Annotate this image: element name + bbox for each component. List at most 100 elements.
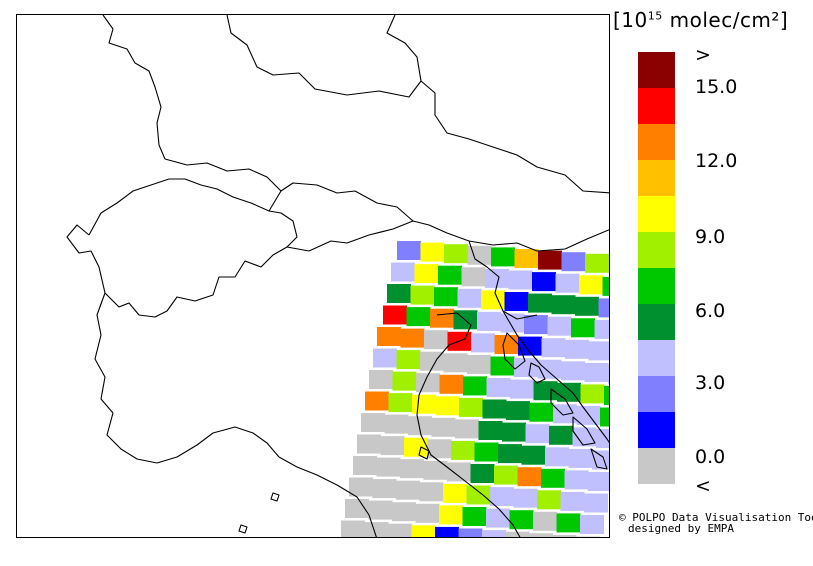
island-4 bbox=[590, 448, 608, 470]
swath-pixel bbox=[369, 370, 393, 389]
swath-pixel bbox=[419, 482, 444, 502]
border-austria-italy bbox=[286, 220, 609, 252]
swath-pixel bbox=[461, 267, 486, 287]
swath-pixel bbox=[576, 536, 600, 537]
swath-pixel bbox=[392, 502, 416, 522]
swath-pixel bbox=[462, 507, 487, 526]
legend-swatch-7.5-9 bbox=[638, 268, 675, 304]
legend-swatch-10.5-12 bbox=[638, 196, 675, 232]
swath-pixel bbox=[485, 268, 509, 288]
swath-pixel bbox=[397, 241, 421, 260]
border-slovenia bbox=[468, 240, 538, 320]
swath-pixel bbox=[415, 503, 440, 523]
legend-swatch-15-plus bbox=[638, 88, 675, 124]
swath-pixel bbox=[410, 285, 435, 305]
swath-pixel bbox=[584, 362, 609, 382]
swath-pixel bbox=[600, 407, 609, 427]
swath-pixel bbox=[560, 491, 585, 511]
swath-pixel bbox=[427, 439, 452, 459]
legend-label: 6.0 bbox=[695, 300, 726, 322]
swath-pixel bbox=[365, 391, 389, 411]
swath-pixel bbox=[598, 298, 609, 318]
swath-pixel bbox=[467, 245, 492, 265]
swath-pixel bbox=[361, 413, 385, 432]
swath-pixel bbox=[396, 480, 420, 500]
swath-pixel bbox=[345, 499, 369, 518]
swath-pixel bbox=[364, 522, 389, 537]
swath-pixel bbox=[400, 459, 424, 479]
legend-swatch-3-4.5 bbox=[638, 376, 675, 412]
swath-pixel bbox=[467, 354, 491, 374]
legend-swatch-below-range bbox=[638, 448, 675, 484]
legend-swatch-12-13.5 bbox=[638, 160, 675, 196]
swath-pixel bbox=[353, 456, 377, 475]
legend-label: < bbox=[695, 475, 711, 497]
swath-pixel bbox=[457, 288, 482, 308]
swath-pixel bbox=[537, 359, 562, 379]
swath-pixel bbox=[477, 311, 501, 331]
map-panel[interactable] bbox=[16, 14, 610, 538]
island-elba bbox=[418, 446, 430, 460]
swath-pixel bbox=[494, 335, 519, 354]
swath-pixel bbox=[525, 424, 550, 444]
swath-pixel bbox=[466, 485, 491, 505]
swath-pixel bbox=[482, 530, 506, 537]
italy-coast-adriatic bbox=[416, 312, 521, 537]
swath-pixel bbox=[547, 316, 572, 336]
swath-pixel bbox=[424, 330, 448, 350]
swath-pixel bbox=[514, 358, 538, 378]
swath-pixel bbox=[502, 422, 526, 442]
swath-pixel bbox=[529, 402, 554, 422]
legend-swatch-4.5-6 bbox=[638, 340, 675, 376]
map-canvas bbox=[66, 15, 609, 537]
swath-pixel bbox=[549, 425, 573, 445]
border-france-germany bbox=[102, 15, 166, 160]
swath-pixel bbox=[439, 505, 463, 525]
swath-pixel bbox=[447, 462, 471, 482]
swath-pixel bbox=[444, 244, 468, 264]
swath-pixel bbox=[400, 328, 425, 348]
credit-line-2: designed by EMPA bbox=[628, 522, 734, 535]
swath-pixel bbox=[537, 490, 561, 510]
swath-pixel bbox=[470, 464, 495, 483]
italy-coast-ligurian bbox=[156, 426, 280, 464]
color-legend bbox=[638, 52, 676, 484]
legend-label: 3.0 bbox=[695, 372, 726, 394]
border-france-italy bbox=[94, 292, 158, 464]
swath-pixel bbox=[602, 276, 609, 296]
swath-pixel bbox=[391, 262, 415, 282]
swath-pixel bbox=[392, 371, 417, 391]
swath-pixel bbox=[564, 470, 589, 490]
swath-pixel bbox=[545, 447, 569, 467]
swath-pixel bbox=[510, 379, 534, 399]
swath-pixel bbox=[513, 488, 538, 508]
border-germany-switzerland bbox=[164, 158, 282, 212]
swath-pixel bbox=[383, 305, 407, 325]
swath-pixel bbox=[565, 339, 589, 359]
swath-pixel bbox=[498, 444, 522, 464]
swath-pixel bbox=[373, 348, 397, 368]
swath-pixel bbox=[576, 405, 601, 425]
swath-pixel bbox=[561, 252, 586, 272]
swath-pixel bbox=[443, 353, 468, 373]
swath-pixel bbox=[435, 396, 460, 416]
swath-pixel bbox=[514, 249, 539, 268]
swath-pixel bbox=[349, 477, 373, 497]
swath-pixel bbox=[551, 295, 576, 315]
island-3 bbox=[572, 416, 596, 446]
swath-pixel bbox=[377, 327, 401, 346]
swath-pixel bbox=[412, 394, 436, 414]
swath-pixel bbox=[494, 465, 518, 485]
swath-pixel bbox=[384, 414, 409, 434]
credit-text: © POLPO Data Visualisation Tool designed… bbox=[619, 512, 813, 534]
swath-pixel bbox=[420, 351, 444, 371]
border-switzerland bbox=[66, 178, 298, 318]
swath-pixel bbox=[561, 361, 585, 381]
legend-swatch-1.5-3 bbox=[638, 412, 675, 448]
swath-pixel bbox=[411, 525, 436, 537]
swath-pixel bbox=[580, 384, 605, 404]
swath-pixel bbox=[571, 318, 595, 338]
swath-pixel bbox=[579, 275, 603, 295]
swath-pixel bbox=[504, 292, 529, 311]
legend-swatch-6-7.5 bbox=[638, 304, 675, 340]
